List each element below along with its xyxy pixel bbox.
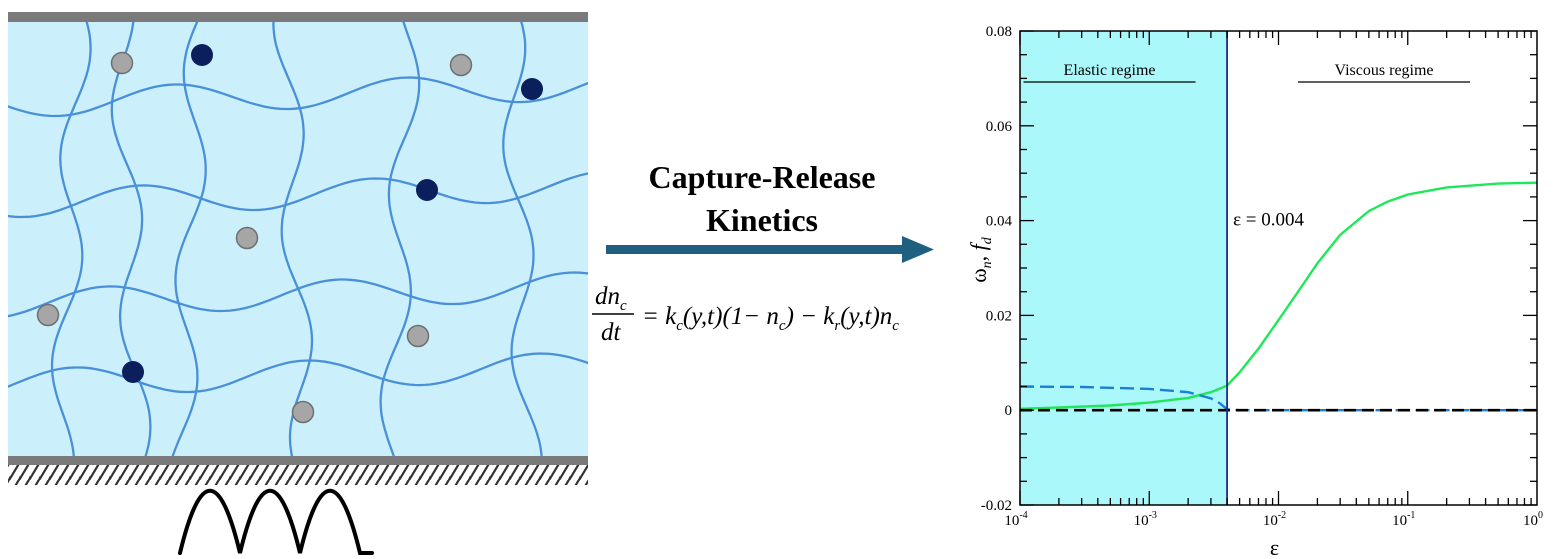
free-particle <box>293 402 314 423</box>
region-label: Viscous regime <box>1335 62 1434 79</box>
y-tick-label: 0.04 <box>986 214 1013 230</box>
fixed-ground-hatch <box>8 465 588 485</box>
capture-release-arrow: Capture-Release Kinetics <box>606 159 934 263</box>
equation-denominator: dt <box>601 319 622 346</box>
free-particle <box>451 55 472 76</box>
polymer-network-panel <box>0 10 595 553</box>
captured-particle <box>122 361 144 383</box>
y-tick-label: 0.02 <box>986 308 1012 324</box>
threshold-label: ε = 0.004 <box>1233 210 1304 231</box>
elastic-region <box>1020 31 1227 505</box>
kinetics-equation: dnc dt = kc(y,t)(1− nc) − kr(y,t)nc <box>592 283 899 346</box>
oscillation-wave-icon <box>180 491 372 553</box>
x-axis-label: ε <box>1270 535 1279 559</box>
region-label: Elastic regime <box>1064 62 1156 79</box>
y-tick-label: 0.06 <box>986 119 1013 135</box>
x-tick-label: 10-2 <box>1263 510 1286 529</box>
y-tick-label: 0.08 <box>986 24 1012 40</box>
free-particle <box>112 53 133 74</box>
arrow-label-line2: Kinetics <box>706 202 818 238</box>
network-background <box>8 22 588 458</box>
y-tick-label: -0.02 <box>981 498 1012 514</box>
viscous-region <box>1227 31 1537 505</box>
free-particle <box>237 228 258 249</box>
x-tick-label: 100 <box>1523 510 1543 529</box>
top-plate <box>8 12 588 22</box>
y-tick-label: 0 <box>1005 403 1013 419</box>
captured-particle <box>521 78 543 100</box>
bottom-plate <box>8 456 588 465</box>
captured-particle <box>191 44 213 66</box>
captured-particle <box>416 179 438 201</box>
equation-numerator: dnc <box>595 283 627 314</box>
free-particle <box>408 326 429 347</box>
y-axis-label: ωn, fd <box>966 236 995 283</box>
strain-chart: Elastic regime Viscous regime ε = 0.004 10-… <box>966 24 1543 559</box>
arrow-label-line1: Capture-Release <box>649 159 876 195</box>
x-tick-label: 10-3 <box>1134 510 1157 529</box>
arrow-head <box>902 236 934 263</box>
free-particle <box>38 305 59 326</box>
equation-rhs: = kc(y,t)(1− nc) − kr(y,t)nc <box>642 303 899 334</box>
arrow-shaft <box>606 245 908 254</box>
x-tick-label: 10-1 <box>1392 510 1415 529</box>
